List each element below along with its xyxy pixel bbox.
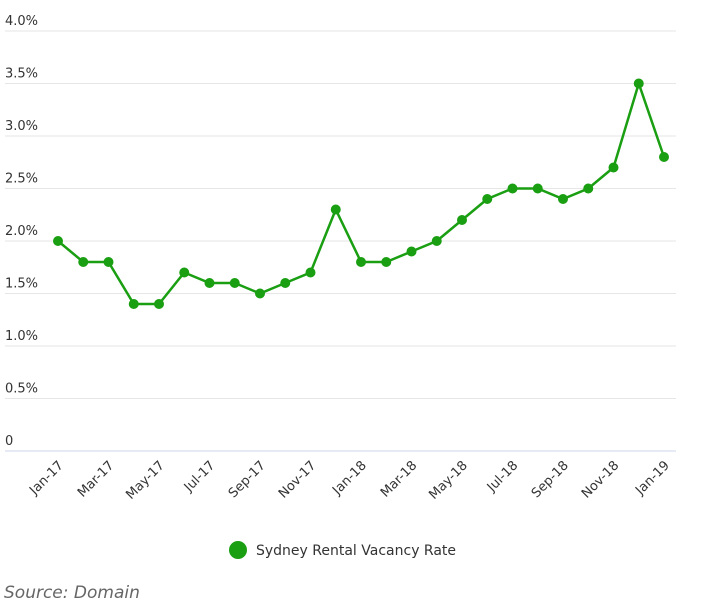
source-note: Source: Domain <box>4 583 140 603</box>
x-tick-label: Jan-18 <box>329 458 370 499</box>
data-point <box>482 194 493 204</box>
data-point <box>659 152 669 162</box>
series-points <box>53 78 669 309</box>
y-axis-ticks: 0 0.5% 1.0% 1.5% 2.0% 2.5% 3.0% 3.5% 4.0% <box>5 14 38 449</box>
data-point <box>204 278 215 288</box>
y-tick-label: 3.0% <box>5 119 38 134</box>
x-tick-label: Mar-18 <box>378 458 420 500</box>
data-point <box>229 278 240 288</box>
x-tick-label: Nov-17 <box>276 458 319 501</box>
legend-label: Sydney Rental Vacancy Rate <box>256 543 456 559</box>
data-point <box>103 257 114 267</box>
data-point <box>583 183 594 194</box>
y-tick-label: 3.5% <box>5 67 38 82</box>
x-tick-label: Jan-17 <box>26 458 67 499</box>
data-point <box>381 257 392 267</box>
y-tick-label: 2.5% <box>5 172 38 187</box>
y-tick-label: 2.0% <box>5 224 38 239</box>
x-tick-label: Sep-17 <box>226 458 269 501</box>
x-tick-label: Jul-18 <box>484 458 521 495</box>
data-point <box>558 194 568 204</box>
data-point <box>128 299 139 309</box>
gridlines <box>5 30 676 452</box>
x-tick-label: May-17 <box>123 458 167 502</box>
x-tick-label: Jan-19 <box>632 458 673 499</box>
data-point <box>633 78 644 89</box>
y-tick-label: 1.0% <box>5 329 38 344</box>
x-tick-label: May-18 <box>426 458 470 502</box>
data-point <box>179 267 190 278</box>
data-point <box>255 288 265 299</box>
y-tick-label: 0 <box>5 434 13 449</box>
data-point <box>78 257 89 267</box>
data-point <box>305 267 316 278</box>
x-axis-ticks: Jan-17 Mar-17 May-17 Jul-17 Sep-17 Nov-17 Jan-… <box>26 458 673 502</box>
data-point <box>608 162 619 173</box>
data-point <box>154 299 164 309</box>
data-point <box>457 215 467 225</box>
x-tick-label: Jul-17 <box>181 458 218 495</box>
legend-marker <box>229 541 247 559</box>
y-tick-label: 1.5% <box>5 277 38 292</box>
data-point <box>532 183 543 194</box>
x-tick-label: Mar-17 <box>75 458 117 500</box>
data-point <box>53 236 63 246</box>
data-point <box>330 204 341 215</box>
data-point <box>280 278 291 288</box>
y-tick-label: 0.5% <box>5 382 38 397</box>
line-chart: 0 0.5% 1.0% 1.5% 2.0% 2.5% 3.0% 3.5% 4.0% Jan-17… <box>5 14 676 559</box>
y-tick-label: 4.0% <box>5 14 38 29</box>
data-point <box>406 246 417 257</box>
legend[interactable]: Sydney Rental Vacancy Rate <box>229 541 456 559</box>
data-point <box>507 183 518 194</box>
data-point <box>431 236 442 246</box>
x-tick-label: Nov-18 <box>579 458 622 501</box>
data-point <box>356 257 366 267</box>
x-tick-label: Sep-18 <box>529 458 572 501</box>
series-line <box>57 79 666 306</box>
